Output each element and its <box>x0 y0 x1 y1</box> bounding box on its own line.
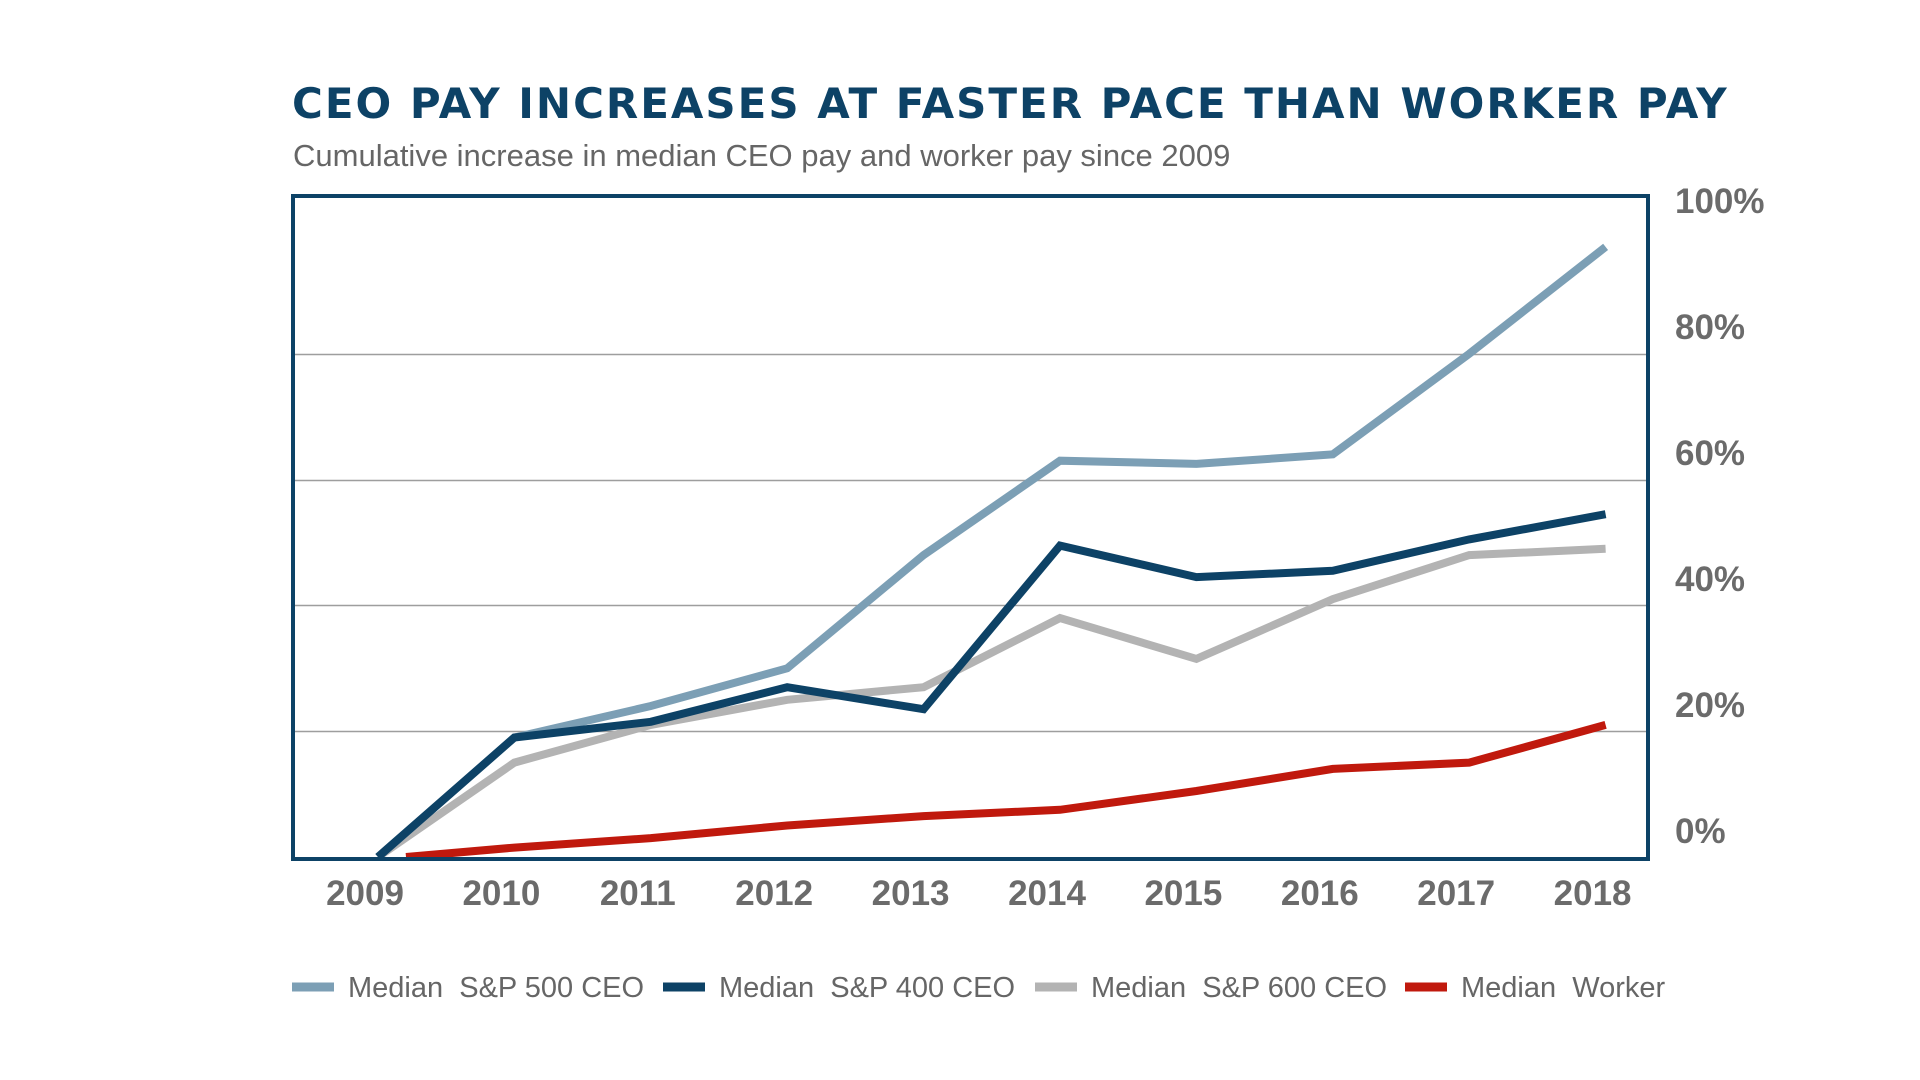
series-line-2 <box>375 510 1607 861</box>
plot-frame <box>291 194 1650 861</box>
y-tick-label: 80% <box>1675 308 1745 347</box>
y-tick-label: 100% <box>1675 182 1765 221</box>
y-tick-label: 20% <box>1675 686 1745 725</box>
x-tick-label: 2018 <box>1554 874 1632 913</box>
y-tick-label: 0% <box>1675 812 1726 851</box>
y-tick-label: 60% <box>1675 434 1745 473</box>
legend-label: Median S&P 600 CEO <box>1091 972 1387 1004</box>
legend-label: Median S&P 500 CEO <box>348 972 644 1004</box>
series-line-4 <box>405 721 1607 861</box>
legend-item: Median Worker <box>1405 972 1665 1004</box>
x-tick-label: 2013 <box>872 874 950 913</box>
x-tick-label: 2015 <box>1144 874 1222 913</box>
series-lines <box>375 243 1609 861</box>
series-line-3 <box>375 544 1606 861</box>
x-tick-label: 2009 <box>326 874 404 913</box>
legend-item: Median S&P 500 CEO <box>292 972 644 1004</box>
x-tick-label: 2012 <box>735 874 813 913</box>
x-tick-label: 2014 <box>1008 874 1086 913</box>
chart-title: CEO PAY INCREASES AT FASTER PACE THAN WO… <box>292 79 1729 128</box>
x-tick-label: 2017 <box>1417 874 1495 913</box>
y-tick-labels: 0% 20% 40% 60% 80% 100% <box>1675 182 1765 851</box>
y-tick-label: 40% <box>1675 560 1745 599</box>
chart-subtitle: Cumulative increase in median CEO pay an… <box>293 138 1230 173</box>
grid-lines <box>293 353 1648 733</box>
legend: Median S&P 500 CEO Median S&P 400 CEO Medi… <box>292 972 1665 1004</box>
x-tick-label: 2011 <box>600 874 676 913</box>
legend-item: Median S&P 600 CEO <box>1035 972 1387 1004</box>
legend-item: Median S&P 400 CEO <box>663 972 1015 1004</box>
x-tick-label: 2010 <box>462 874 540 913</box>
legend-label: Median Worker <box>1461 972 1665 1004</box>
series-line-1 <box>375 243 1609 861</box>
legend-label: Median S&P 400 CEO <box>719 972 1015 1004</box>
x-tick-labels: 2009 2010 2011 2012 2013 2014 2015 2016 2017 2018 <box>326 874 1631 913</box>
x-tick-label: 2016 <box>1281 874 1359 913</box>
